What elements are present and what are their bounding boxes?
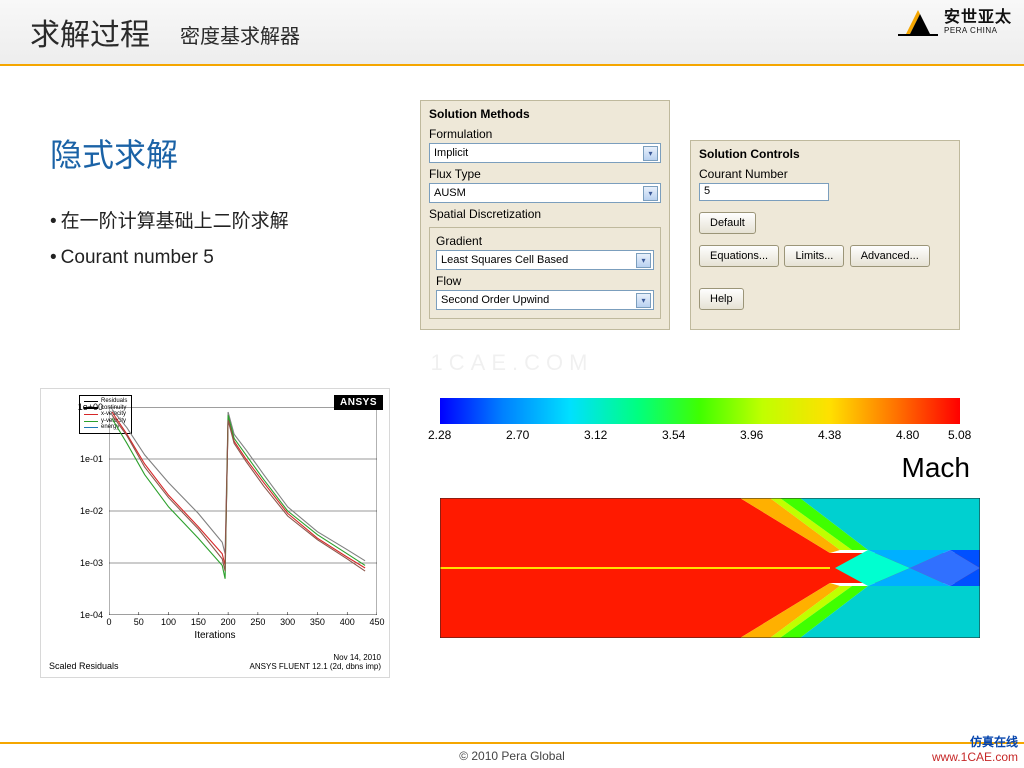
section-heading: 隐式求解 <box>50 130 380 176</box>
solution-methods-panel: Solution Methods Formulation Implicit ▾ … <box>420 100 670 330</box>
chart-footer-left: Scaled Residuals <box>49 661 119 671</box>
left-content: 隐式求解 在一阶计算基础上二阶求解 Courant number 5 <box>50 130 380 283</box>
mach-flow-field <box>440 498 980 638</box>
slide-footer: © 2010 Pera Global <box>0 742 1024 768</box>
formulation-select[interactable]: Implicit ▾ <box>429 143 661 163</box>
mach-colorbar <box>440 398 960 424</box>
slide-header: 求解过程 密度基求解器 <box>0 0 1024 66</box>
gradient-select[interactable]: Least Squares Cell Based ▾ <box>436 250 654 270</box>
advanced-button[interactable]: Advanced... <box>850 245 930 267</box>
controls-title: Solution Controls <box>699 147 951 161</box>
logo-icon <box>898 8 938 36</box>
chevron-down-icon: ▾ <box>636 253 651 268</box>
bullet-list: 在一阶计算基础上二阶求解 Courant number 5 <box>50 206 380 269</box>
chart-plot-area <box>109 407 377 615</box>
equations-button[interactable]: Equations... <box>699 245 779 267</box>
chart-footer-right: Nov 14, 2010 ANSYS FLUENT 12.1 (2d, dbns… <box>250 653 381 671</box>
limits-button[interactable]: Limits... <box>784 245 844 267</box>
flow-label: Flow <box>436 274 654 288</box>
chevron-down-icon: ▾ <box>643 146 658 161</box>
mach-label: Mach <box>902 452 970 484</box>
bullet-item: Courant number 5 <box>50 247 380 269</box>
bullet-item: 在一阶计算基础上二阶求解 <box>50 206 380 233</box>
flux-value: AUSM <box>434 187 466 199</box>
default-button[interactable]: Default <box>699 212 756 234</box>
formulation-value: Implicit <box>434 147 468 159</box>
copyright: © 2010 Pera Global <box>459 749 565 763</box>
flow-select[interactable]: Second Order Upwind ▾ <box>436 290 654 310</box>
help-button[interactable]: Help <box>699 288 744 310</box>
mach-contour: 2.282.703.123.543.964.384.805.08 Mach <box>420 388 990 678</box>
watermark-center: 1CAE.COM <box>0 350 1024 376</box>
chevron-down-icon: ▾ <box>643 186 658 201</box>
flow-value: Second Order Upwind <box>441 294 549 306</box>
solution-controls-panel: Solution Controls Courant Number 5 Defau… <box>690 140 960 330</box>
spatial-fieldset: Gradient Least Squares Cell Based ▾ Flow… <box>429 227 661 319</box>
chevron-down-icon: ▾ <box>636 293 651 308</box>
watermark-right: 仿真在线 www.1CAE.com <box>932 735 1018 764</box>
residual-chart: ANSYS Residualscontinuityx-velocityy-vel… <box>40 388 390 678</box>
gradient-value: Least Squares Cell Based <box>441 254 568 266</box>
logo-subtitle: PERA CHINA <box>944 26 1012 35</box>
courant-input[interactable]: 5 <box>699 183 829 201</box>
gradient-label: Gradient <box>436 234 654 248</box>
formulation-label: Formulation <box>429 127 661 141</box>
title-main: 求解过程 <box>30 10 150 54</box>
methods-title: Solution Methods <box>429 107 661 121</box>
courant-label: Courant Number <box>699 167 951 181</box>
spatial-label: Spatial Discretization <box>429 207 661 221</box>
pera-logo: 安世亚太 PERA CHINA <box>898 8 1012 36</box>
flux-select[interactable]: AUSM ▾ <box>429 183 661 203</box>
x-axis-label: Iterations <box>41 630 389 641</box>
title-sub: 密度基求解器 <box>180 20 300 49</box>
logo-text: 安世亚太 <box>944 10 1012 26</box>
flux-label: Flux Type <box>429 167 661 181</box>
